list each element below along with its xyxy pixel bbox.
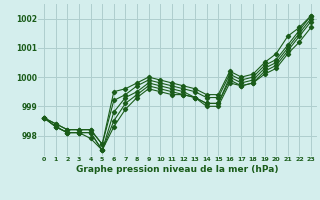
X-axis label: Graphe pression niveau de la mer (hPa): Graphe pression niveau de la mer (hPa) bbox=[76, 165, 279, 174]
